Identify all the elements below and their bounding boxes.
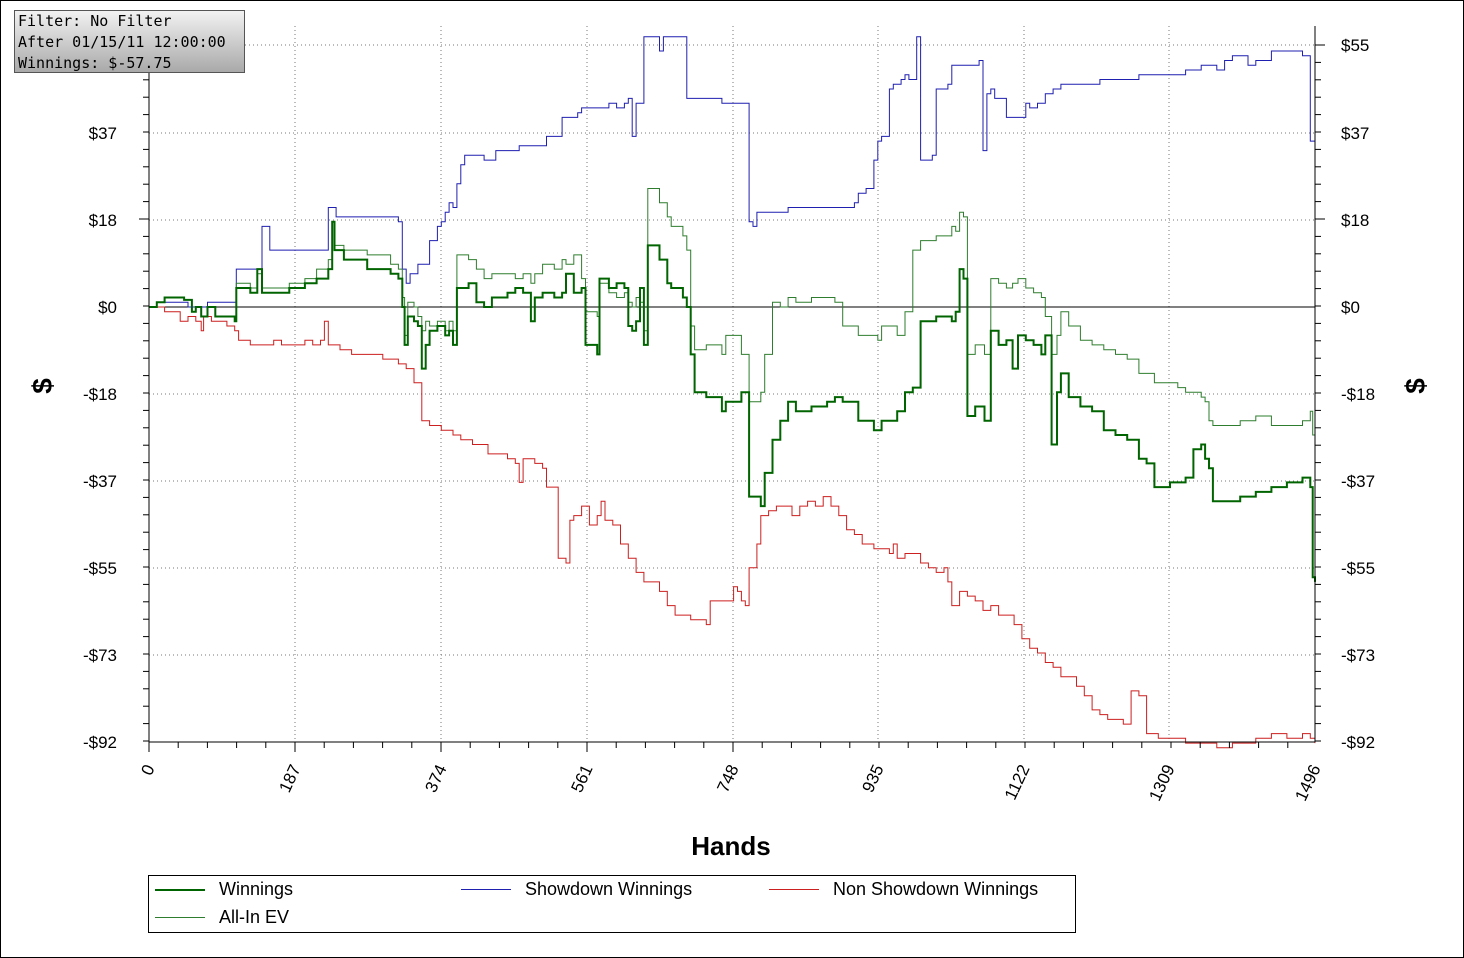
- legend-swatch-non-showdown: [769, 889, 819, 890]
- y-tick-label-left: -$92: [83, 733, 117, 752]
- axes: [139, 26, 1325, 752]
- y-tick-label-right: $55: [1341, 36, 1369, 55]
- legend-item-showdown: Showdown Winnings: [461, 879, 692, 900]
- grid: [149, 26, 1315, 743]
- legend-swatch-allin-ev: [155, 917, 205, 918]
- filter-info-box: Filter: No Filter After 01/15/11 12:00:0…: [14, 10, 245, 73]
- y-tick-label-left: $18: [89, 211, 117, 230]
- x-tick-label: 187: [275, 762, 304, 796]
- y-tick-label-right: -$37: [1341, 472, 1375, 491]
- legend-swatch-showdown: [461, 889, 511, 890]
- y-tick-label-right: $18: [1341, 211, 1369, 230]
- y-tick-label-right: -$73: [1341, 646, 1375, 665]
- y-tick-label-left: -$18: [83, 385, 117, 404]
- y-tick-label-left: $37: [89, 124, 117, 143]
- legend-item-allin-ev: All-In EV: [155, 907, 289, 928]
- legend: Winnings Showdown Winnings Non Showdown …: [148, 875, 1076, 933]
- legend-label-winnings: Winnings: [219, 879, 294, 899]
- x-tick-label: 0: [137, 762, 158, 779]
- total-winnings-text: Winnings: $-57.75: [18, 54, 172, 72]
- series-winnings: [149, 220, 1316, 582]
- x-axis-title: Hands: [691, 831, 770, 861]
- y-tick-label-right: -$18: [1341, 385, 1375, 404]
- tick-labels: $55$55$37$37$18$18$0$0-$18-$18-$37-$37-$…: [83, 36, 1375, 804]
- x-tick-label: 1122: [1001, 762, 1034, 803]
- y-tick-label-right: -$92: [1341, 733, 1375, 752]
- series-lines: [149, 36, 1316, 749]
- y-axis-title-right: $: [1400, 378, 1431, 394]
- y-tick-label-left: -$55: [83, 559, 117, 578]
- legend-item-non-showdown: Non Showdown Winnings: [769, 879, 1038, 900]
- filter-text: Filter: No Filter: [18, 12, 172, 30]
- y-tick-label-right: -$55: [1341, 559, 1375, 578]
- y-tick-label-left: -$73: [83, 646, 117, 665]
- y-tick-label-left: -$37: [83, 472, 117, 491]
- date-filter-text: After 01/15/11 12:00:00: [18, 33, 226, 51]
- legend-swatch-winnings: [155, 888, 205, 891]
- x-tick-label: 374: [421, 762, 450, 796]
- legend-label-allin-ev: All-In EV: [219, 907, 290, 927]
- y-tick-label-left: $0: [98, 298, 117, 317]
- series-showdown-winnings: [149, 36, 1315, 308]
- x-tick-label: 1496: [1291, 762, 1324, 804]
- legend-item-winnings: Winnings: [155, 879, 293, 900]
- legend-label-non-showdown: Non Showdown Winnings: [833, 879, 1039, 899]
- series-allin-ev: [149, 188, 1316, 436]
- y-tick-label-right: $37: [1341, 124, 1369, 143]
- x-tick-label: 748: [713, 762, 742, 796]
- x-tick-label: 935: [858, 762, 887, 796]
- x-tick-label: 1309: [1145, 762, 1178, 804]
- legend-label-showdown: Showdown Winnings: [525, 879, 693, 899]
- y-tick-label-right: $0: [1341, 298, 1360, 317]
- series-non-showdown-winnings: [149, 306, 1316, 749]
- x-tick-label: 561: [567, 762, 596, 796]
- y-axis-title-left: $: [27, 378, 58, 394]
